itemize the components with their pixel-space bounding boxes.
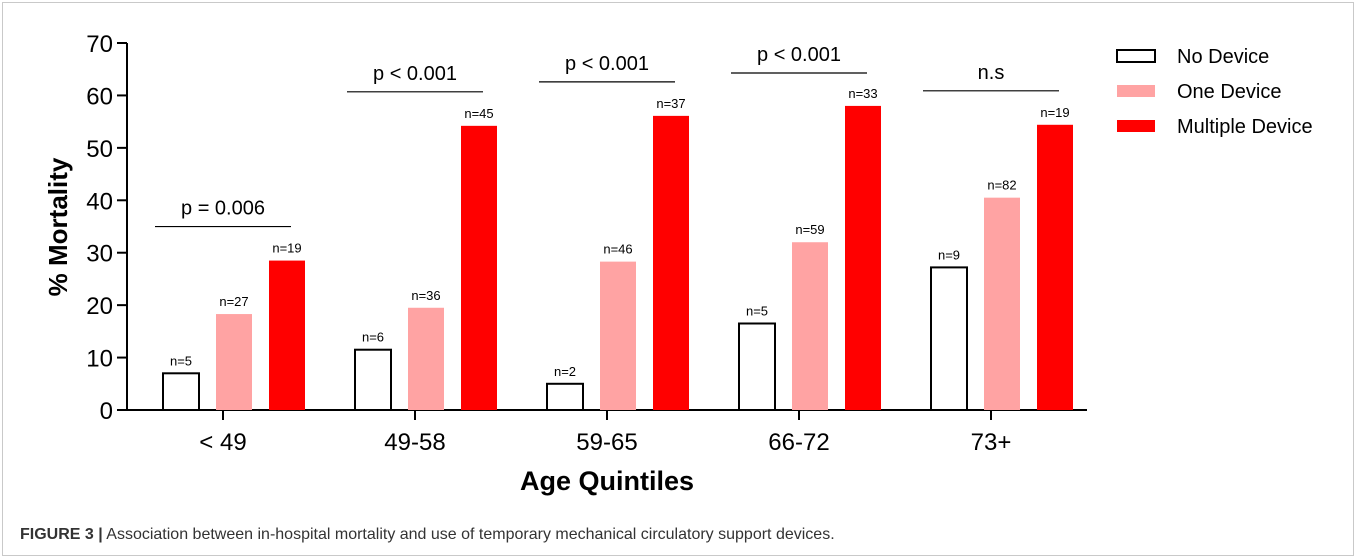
- x-tick-label: 73+: [971, 429, 1012, 456]
- y-tick-label: 30: [86, 241, 113, 268]
- significance-label: p < 0.001: [373, 63, 457, 85]
- y-tick-label: 10: [86, 346, 113, 373]
- bar-count-label: n=33: [848, 86, 877, 101]
- bar: [600, 261, 636, 410]
- bar-count-label: n=82: [987, 178, 1016, 193]
- bar-chart: 0 10 20 30 40 50 60 70 % Mortality < 49 n=5 n=27 n=1…: [43, 31, 1313, 496]
- bar-count-label: n=37: [656, 96, 685, 111]
- significance-label: n.s: [978, 62, 1005, 84]
- bar: [653, 115, 689, 410]
- bar-count-label: n=59: [795, 222, 824, 237]
- x-axis-title: Age Quintiles: [520, 466, 694, 496]
- legend-swatch: [1117, 120, 1155, 132]
- significance-label: p < 0.001: [757, 44, 841, 66]
- caption-text: Association between in-hospital mortalit…: [102, 526, 835, 543]
- bar-count-label: n=36: [411, 288, 440, 303]
- x-tick-label: < 49: [199, 429, 246, 456]
- y-tick-label: 0: [100, 398, 113, 425]
- x-tick-label: 66-72: [768, 429, 829, 456]
- figure-caption: FIGURE 3 | Association between in-hospit…: [20, 526, 835, 544]
- bar: [354, 348, 392, 412]
- bar-count-label: n=27: [219, 294, 248, 309]
- legend-label: Multiple Device: [1177, 116, 1313, 138]
- bar-count-label: n=2: [554, 364, 576, 379]
- bar: [269, 260, 305, 410]
- bar-count-label: n=19: [1040, 105, 1069, 120]
- y-tick-label: 70: [86, 31, 113, 58]
- legend-swatch: [1116, 49, 1156, 63]
- bar: [546, 382, 584, 411]
- bar: [984, 197, 1020, 410]
- bar: [792, 242, 828, 410]
- legend-swatch: [1117, 85, 1155, 97]
- bar-count-label: n=9: [938, 247, 960, 262]
- bar: [408, 307, 444, 410]
- y-tick-label: 20: [86, 293, 113, 320]
- significance-label: p = 0.006: [181, 198, 265, 220]
- bar-count-label: n=45: [464, 106, 493, 121]
- bar-count-label: n=5: [170, 353, 192, 368]
- bar: [216, 314, 252, 410]
- significance-label: p < 0.001: [565, 53, 649, 75]
- bar-count-label: n=5: [746, 303, 768, 318]
- bar: [162, 372, 200, 411]
- bar-count-label: n=6: [362, 330, 384, 345]
- y-axis-title: % Mortality: [43, 157, 73, 296]
- caption-label: FIGURE 3 |: [20, 526, 103, 543]
- legend-label: One Device: [1177, 81, 1282, 103]
- bar: [930, 266, 968, 411]
- y-tick-label: 60: [86, 83, 113, 110]
- legend-label: No Device: [1177, 46, 1269, 68]
- bar: [845, 105, 881, 411]
- bar-count-label: n=19: [272, 241, 301, 256]
- y-tick-label: 40: [86, 188, 113, 215]
- bar: [461, 125, 497, 410]
- bar-count-label: n=46: [603, 242, 632, 257]
- bar: [1037, 124, 1073, 410]
- x-tick-label: 49-58: [384, 429, 445, 456]
- x-tick-label: 59-65: [576, 429, 637, 456]
- y-tick-label: 50: [86, 136, 113, 163]
- bar: [738, 322, 776, 411]
